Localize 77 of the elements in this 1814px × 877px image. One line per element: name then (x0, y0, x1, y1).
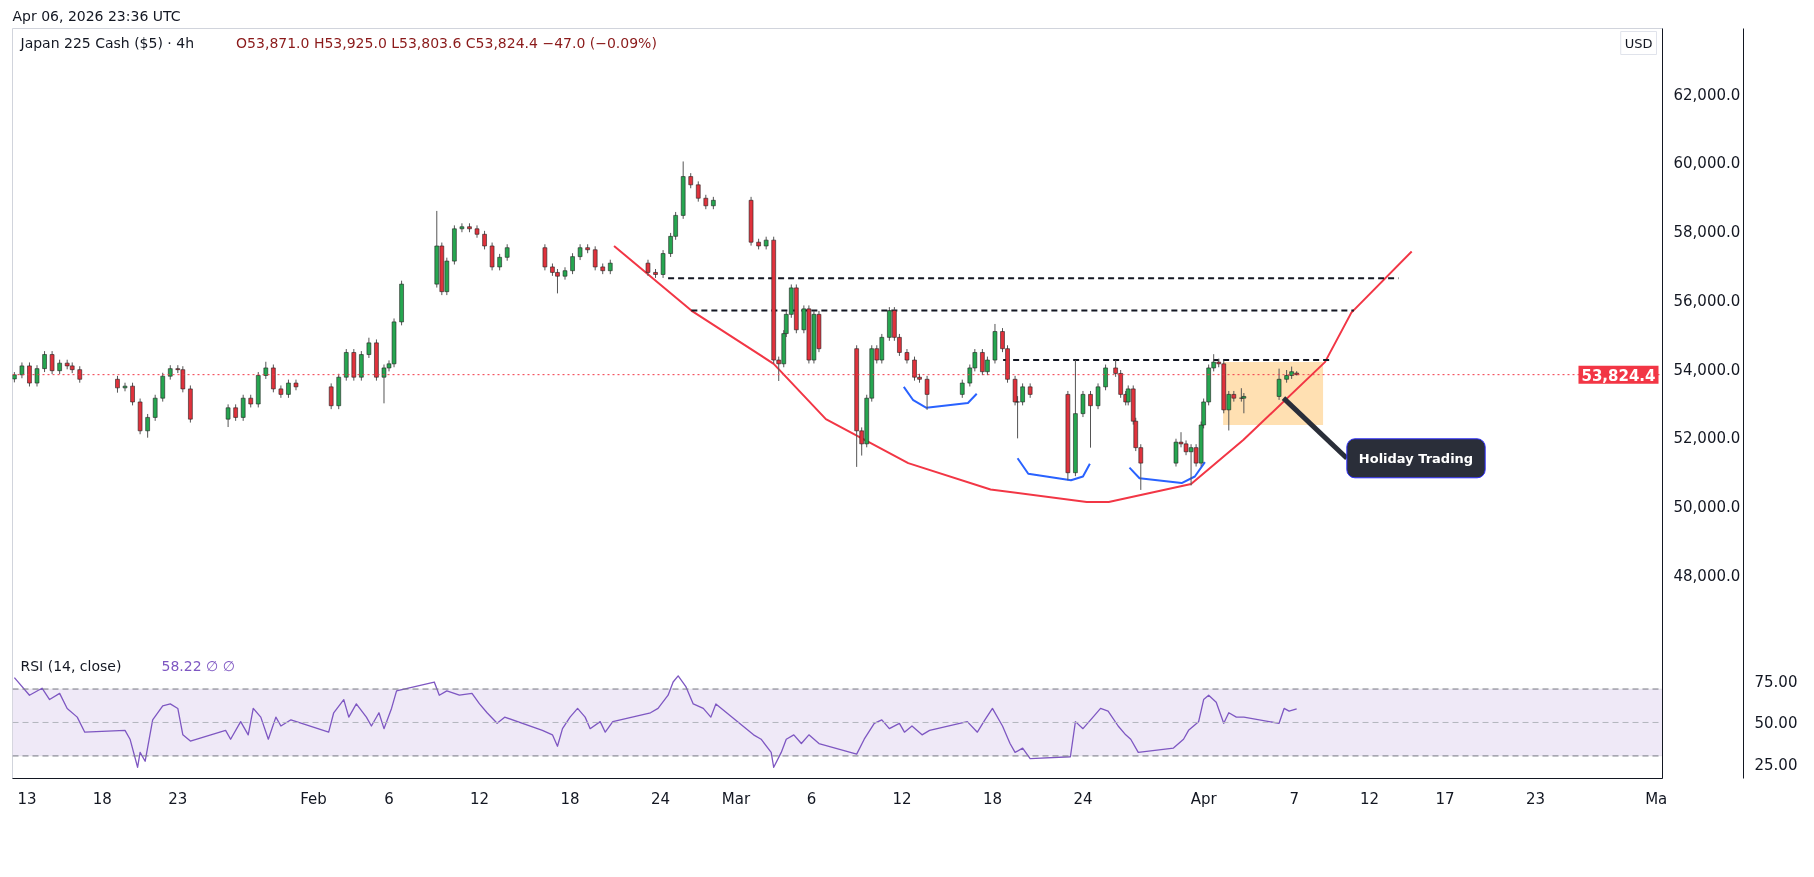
x-tick-label: 6 (384, 789, 394, 808)
candlestick (1020, 382, 1025, 406)
line-series (902, 385, 978, 409)
y-tick-label: 54,000.0 (1673, 360, 1741, 379)
x-tick-label: 12 (892, 789, 912, 808)
candlestick (293, 379, 299, 391)
y-tick-label: 48,000.0 (1673, 566, 1741, 585)
candlestick (1095, 382, 1101, 410)
x-tick-label: 12 (1360, 789, 1380, 808)
candlestick (328, 382, 334, 410)
x-tick-label: 13 (17, 789, 37, 808)
candlestick (286, 379, 291, 399)
candlestick (1103, 364, 1108, 391)
x-tick-label: Mar (721, 789, 751, 808)
candlestick (482, 230, 487, 250)
candlestick (27, 361, 32, 387)
candlestick (924, 375, 930, 411)
candlestick (562, 266, 568, 281)
annotation: 58.22 ∅ ∅ (161, 657, 235, 674)
y-tick-label: 56,000.0 (1673, 291, 1741, 310)
candlestick (366, 337, 372, 359)
candlestick (660, 249, 666, 279)
candlestick (592, 245, 598, 271)
candlestick (225, 403, 231, 428)
candlestick (1080, 390, 1086, 418)
candlestick (49, 350, 55, 375)
x-tick-label: 18 (560, 789, 580, 808)
candlestick (570, 252, 575, 275)
y2-tick-label: 75.00 (1754, 672, 1798, 691)
candlestick (271, 364, 276, 393)
x-tick-label: 23 (1525, 789, 1546, 808)
y-tick-label: 58,000.0 (1673, 223, 1741, 242)
candlestick (359, 350, 364, 382)
x-tick-label: 6 (806, 789, 817, 808)
series-label: RSI (14, close) (20, 657, 122, 674)
candlestick (489, 242, 495, 271)
candlestick (474, 224, 480, 239)
ref-line-label: 53,824.4 (1581, 366, 1656, 385)
x-tick-label: 23 (168, 789, 188, 808)
y-tick-label: 60,000.0 (1673, 154, 1741, 173)
y-tick-label: 52,000.0 (1673, 429, 1741, 448)
chart-title: Japan 225 Cash ($5) · 4h (19, 34, 195, 51)
annotation: Holiday Trading (1358, 450, 1474, 466)
candlestick (278, 384, 284, 399)
candlestick (42, 350, 47, 373)
candlestick (145, 413, 150, 439)
candlestick (34, 364, 40, 387)
line-series (13, 675, 1298, 768)
line-series (1016, 457, 1091, 482)
x-tick-label: 24 (1073, 789, 1093, 808)
x-tick-label: 18 (92, 789, 112, 808)
y-axis-title: USD (1624, 35, 1653, 51)
x-tick-label: 24 (651, 789, 671, 808)
y-tick-label: 62,000.0 (1673, 85, 1741, 104)
x-tick-label: 18 (982, 789, 1002, 808)
chart-subtitle: O53,871.0 H53,925.0 L53,803.6 C53,824.4 −47.0 (−0.09%) (236, 34, 657, 51)
candlestick (960, 379, 965, 399)
y2-tick-label: 25.00 (1754, 756, 1798, 775)
x-tick-label: Ma (1645, 789, 1668, 808)
x-tick-label: Feb (300, 789, 327, 808)
candlestick (459, 222, 465, 233)
candlestick (696, 180, 701, 203)
candlestick (160, 372, 165, 403)
x-tick-label: 17 (1435, 789, 1455, 808)
x-tick-label: 12 (469, 789, 490, 808)
x-tick-label: Apr (1190, 789, 1218, 808)
candlestick (1276, 368, 1282, 401)
y-tick-label: 50,000.0 (1673, 498, 1741, 517)
text: Apr 06, 2026 23:36 UTC (12, 7, 181, 24)
candlestick (130, 382, 135, 406)
candlestick (542, 243, 548, 271)
candlestick (122, 382, 128, 392)
candlestick (1088, 390, 1093, 449)
candlestick (152, 394, 158, 422)
x-tick-label: 7 (1289, 789, 1299, 808)
candlestick (240, 394, 246, 422)
y2-tick-label: 50.00 (1754, 714, 1798, 733)
